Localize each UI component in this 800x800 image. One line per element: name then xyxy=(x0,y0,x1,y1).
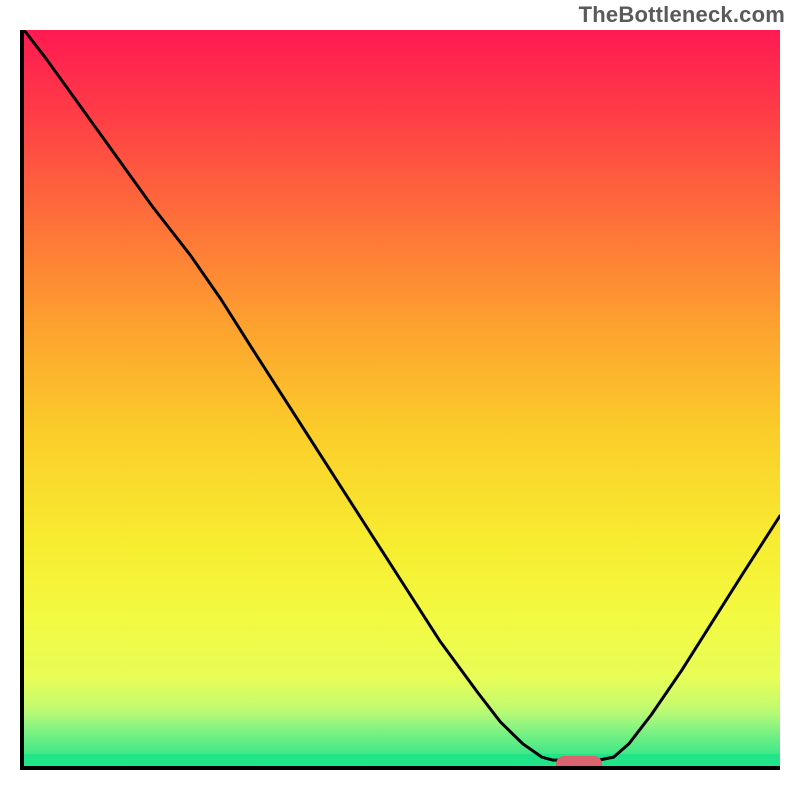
watermark-label: TheBottleneck.com xyxy=(579,2,785,28)
bottleneck-curve xyxy=(24,30,780,766)
chart-plot-area xyxy=(20,30,780,770)
optimal-marker xyxy=(556,756,602,770)
